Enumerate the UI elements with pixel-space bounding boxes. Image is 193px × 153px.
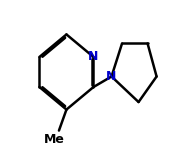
Text: N: N: [106, 70, 117, 83]
Text: Me: Me: [44, 133, 65, 146]
Text: N: N: [88, 50, 99, 63]
